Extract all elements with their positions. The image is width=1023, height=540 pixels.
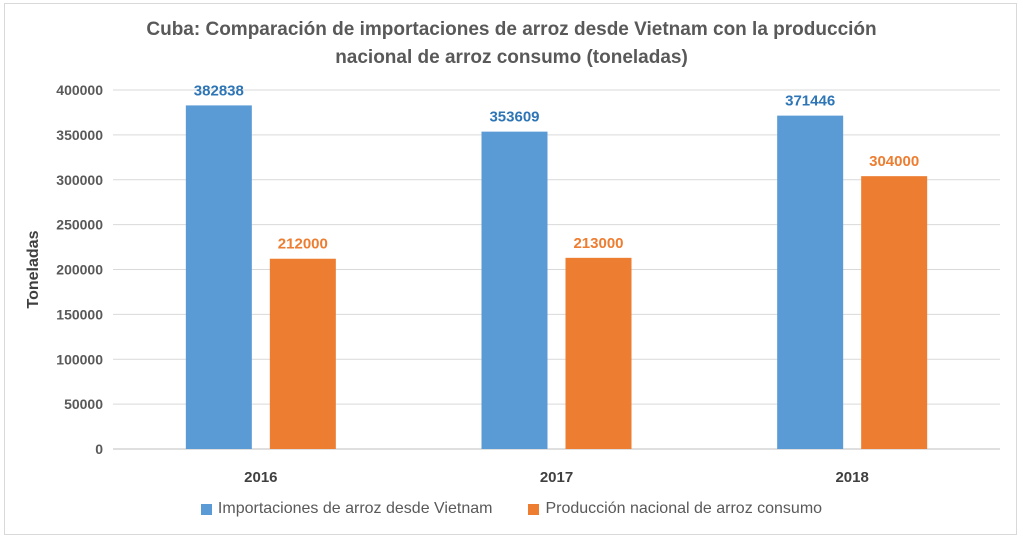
- data-label: 353609: [489, 109, 539, 126]
- x-tick-label: 2016: [244, 469, 277, 486]
- y-tick-label: 350000: [56, 127, 103, 143]
- y-tick-label: 50000: [64, 396, 103, 412]
- legend-swatch-production: [528, 503, 540, 515]
- y-tick-label: 100000: [56, 351, 103, 367]
- bar: [185, 105, 252, 449]
- data-label: 212000: [278, 236, 328, 253]
- x-tick-label: 2017: [540, 469, 573, 486]
- chart-title: Cuba: Comparación de importaciones de ar…: [0, 16, 1023, 72]
- chart-title-line-2: nacional de arroz consumo (toneladas): [335, 47, 688, 68]
- y-tick-label: 300000: [56, 172, 103, 188]
- y-tick-label: 0: [95, 441, 103, 457]
- chart-title-line-1: Cuba: Comparación de importaciones de ar…: [146, 19, 877, 40]
- legend-item-production: Producción nacional de arroz consumo: [528, 500, 822, 518]
- legend: Importaciones de arroz desde Vietnam Pro…: [0, 500, 1023, 518]
- y-tick-label: 400000: [56, 82, 103, 98]
- x-tick-label: 2018: [835, 469, 868, 486]
- data-label: 213000: [573, 235, 623, 252]
- legend-swatch-imports: [200, 503, 212, 515]
- data-label: 371446: [785, 93, 835, 110]
- y-tick-label: 200000: [56, 262, 103, 278]
- bar: [777, 115, 844, 450]
- data-label: 382838: [194, 82, 244, 99]
- legend-label-imports: Importaciones de arroz desde Vietnam: [217, 500, 493, 517]
- bar: [269, 258, 336, 449]
- y-tick-label: 150000: [56, 306, 103, 322]
- data-label: 304000: [869, 153, 919, 170]
- y-axis-label: Toneladas: [25, 230, 42, 308]
- legend-item-imports: Importaciones de arroz desde Vietnam: [200, 500, 493, 518]
- bar: [481, 131, 548, 449]
- legend-label-production: Producción nacional de arroz consumo: [545, 500, 823, 517]
- bar: [565, 257, 632, 449]
- bar: [861, 176, 928, 449]
- y-tick-label: 250000: [56, 217, 103, 233]
